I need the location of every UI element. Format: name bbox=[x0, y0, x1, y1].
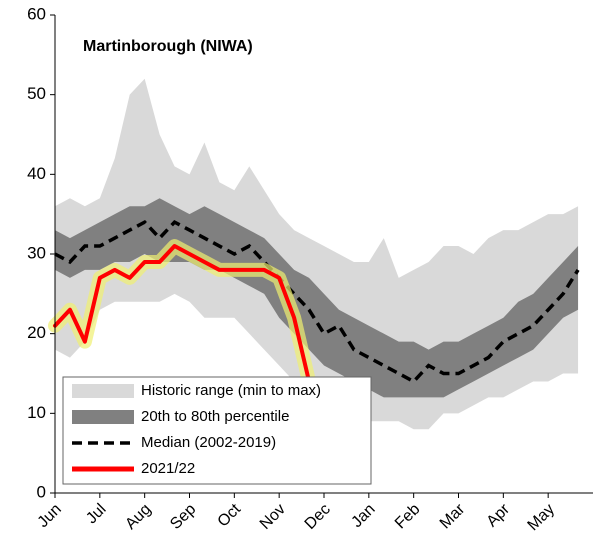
y-tick-label: 10 bbox=[27, 403, 46, 422]
x-tick-label: Oct bbox=[215, 500, 245, 530]
chart-title: Martinborough (NIWA) bbox=[83, 38, 253, 55]
x-tick-label: Jul bbox=[83, 501, 109, 527]
x-tick-label: Nov bbox=[257, 501, 289, 533]
line bbox=[53, 244, 326, 400]
x-tick-label: Aug bbox=[122, 501, 154, 533]
x-tick-label: Mar bbox=[437, 500, 469, 532]
legend-label: 2021/22 bbox=[141, 460, 195, 477]
x-tick-label: Feb bbox=[392, 501, 424, 533]
x-tick-label: Apr bbox=[484, 500, 514, 530]
y-tick-label: 50 bbox=[27, 84, 46, 103]
y-tick-label: 40 bbox=[27, 164, 46, 183]
x-tick-label: May bbox=[525, 501, 558, 534]
y-tick-label: 30 bbox=[27, 243, 46, 262]
y-tick-label: 60 bbox=[27, 4, 46, 23]
median-line bbox=[54, 219, 580, 384]
legend-label: Historic range (min to max) bbox=[141, 382, 321, 399]
legend-label: 20th to 80th percentile bbox=[141, 408, 289, 425]
y-tick-label: 0 bbox=[37, 482, 46, 501]
y-tick-label: 20 bbox=[27, 323, 46, 342]
x-tick-label: Jan bbox=[348, 501, 378, 531]
legend-swatch bbox=[72, 410, 134, 424]
x-tick-label: Sep bbox=[167, 501, 199, 533]
plot-area bbox=[48, 78, 580, 430]
x-tick-label: Jun bbox=[35, 501, 65, 531]
x-tick-label: Dec bbox=[302, 501, 334, 533]
legend-swatch bbox=[72, 384, 134, 398]
legend-label: Median (2002-2019) bbox=[141, 434, 276, 451]
